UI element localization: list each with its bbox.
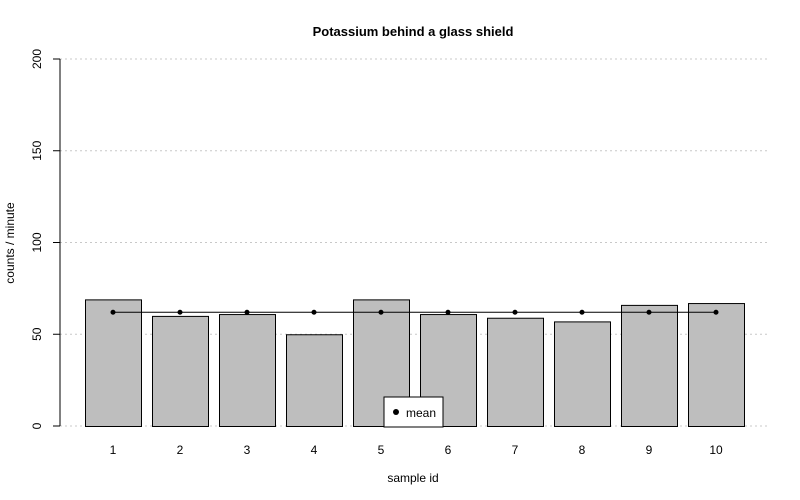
bar: [554, 321, 611, 427]
x-tick-label: 5: [378, 443, 385, 457]
bar: [219, 314, 276, 427]
bars: [85, 299, 745, 428]
mean-point: [110, 309, 116, 315]
x-tick-labels: 1 2 3 4 5 6 7 8 9 10: [110, 443, 723, 457]
mean-point: [311, 309, 317, 315]
y-tick-label: 150: [30, 140, 44, 160]
y-tick-label: 200: [30, 49, 44, 69]
mean-point: [713, 309, 719, 315]
x-tick-label: 8: [579, 443, 586, 457]
x-tick-label: 6: [445, 443, 452, 457]
mean-point: [244, 309, 250, 315]
mean-point: [177, 309, 183, 315]
mean-point: [378, 309, 384, 315]
mean-series: [110, 309, 719, 315]
x-tick-label: 1: [110, 443, 117, 457]
bar: [286, 334, 343, 427]
y-tick-label: 50: [30, 327, 44, 341]
x-tick-label: 2: [177, 443, 184, 457]
mean-point: [445, 309, 451, 315]
x-tick-label: 7: [512, 443, 519, 457]
y-axis: 0 50 100 150 200: [30, 49, 61, 429]
x-tick-label: 10: [709, 443, 723, 457]
x-tick-label: 9: [646, 443, 653, 457]
legend-mean-marker: [393, 409, 399, 415]
x-axis-label: sample id: [387, 471, 438, 485]
y-tick-label: 100: [30, 232, 44, 252]
mean-point: [646, 309, 652, 315]
legend-mean-label: mean: [406, 406, 436, 420]
bar: [85, 299, 142, 428]
bar: [621, 304, 678, 428]
mean-point: [512, 309, 518, 315]
x-tick-label: 3: [244, 443, 251, 457]
bar: [487, 317, 544, 427]
bar: [688, 303, 745, 427]
chart-title: Potassium behind a glass shield: [313, 24, 514, 39]
legend: mean: [383, 396, 444, 428]
bar: [152, 315, 209, 427]
y-axis-label: counts / minute: [3, 202, 17, 284]
y-tick-label: 0: [30, 422, 44, 429]
x-tick-label: 4: [311, 443, 318, 457]
mean-point: [579, 309, 585, 315]
